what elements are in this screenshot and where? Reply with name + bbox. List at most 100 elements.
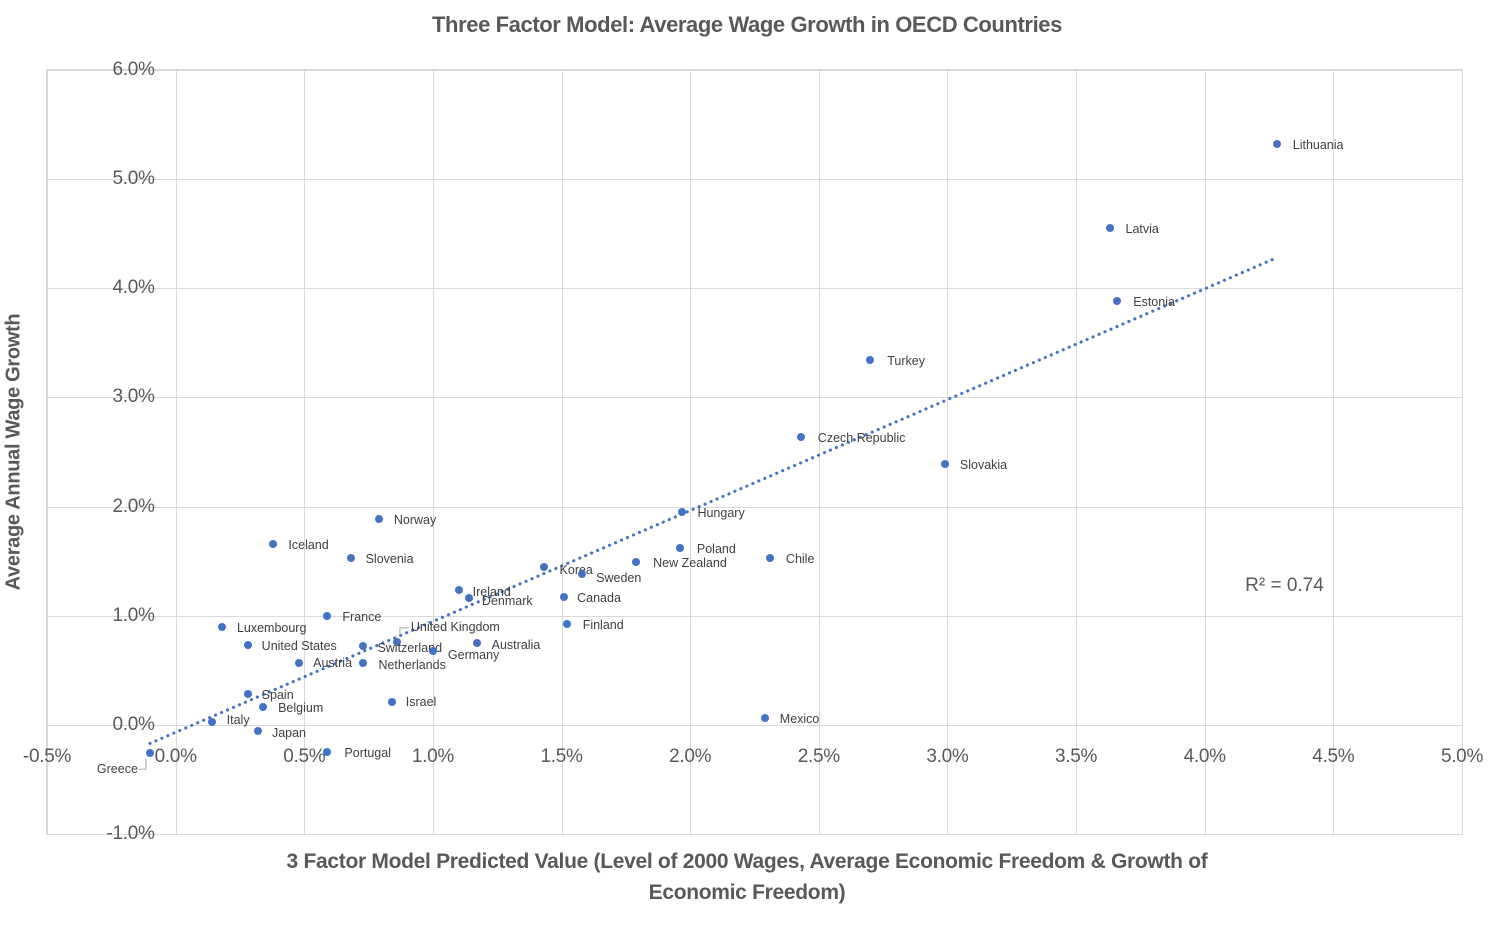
data-point-label: Greece	[96, 762, 138, 777]
horizontal-gridline	[47, 506, 1462, 508]
data-point-label: Spain	[261, 688, 294, 703]
data-point	[359, 642, 368, 651]
vertical-gridline	[1204, 70, 1206, 834]
data-point-label: Poland	[696, 542, 736, 557]
x-axis-tick-label: 4.5%	[1312, 745, 1355, 767]
x-axis-tick-label: 2.5%	[797, 745, 840, 767]
r-squared-annotation: R² = 0.74	[1245, 575, 1324, 597]
data-point	[454, 585, 463, 594]
vertical-gridline	[1333, 70, 1335, 834]
data-point-label: Latvia	[1125, 222, 1159, 237]
data-point-label: Finland	[582, 618, 624, 633]
data-point	[243, 690, 252, 699]
x-axis-title-line-2: Economic Freedom)	[648, 881, 846, 904]
data-point-label: Austria	[313, 655, 353, 670]
data-point	[295, 658, 304, 667]
data-point	[253, 727, 262, 736]
data-point-label: Ireland	[472, 584, 511, 599]
data-point-label: Germany	[447, 647, 500, 662]
data-point-label: Japan	[271, 726, 307, 741]
x-axis-title-line-1: 3 Factor Model Predicted Value (Level of…	[286, 850, 1208, 873]
data-point	[428, 646, 437, 655]
data-point	[866, 356, 875, 365]
data-point-label: France	[342, 609, 382, 624]
horizontal-gridline	[47, 179, 1462, 181]
y-axis-tick-label: 0.0%	[112, 713, 155, 735]
data-point	[678, 508, 687, 517]
data-point-label: Portugal	[344, 746, 391, 761]
data-point-label: Iceland	[288, 537, 329, 552]
data-point	[145, 749, 154, 758]
horizontal-gridline	[47, 615, 1462, 617]
y-axis-tick-label: 4.0%	[112, 277, 155, 299]
data-point-label: Turkey	[887, 354, 926, 369]
data-point	[374, 514, 383, 523]
data-point-label: Australia	[491, 638, 541, 652]
data-point	[243, 641, 252, 650]
x-axis-tick-label: -0.5%	[22, 745, 72, 767]
x-axis-tick-label: 0.5%	[283, 745, 326, 767]
data-point-label: United States	[261, 639, 337, 654]
data-point	[675, 544, 684, 553]
x-axis-tick-label: 4.0%	[1183, 745, 1226, 767]
chart-title: Three Factor Model: Average Wage Growth …	[432, 12, 1062, 37]
data-point	[323, 748, 332, 757]
data-point-label: Hungary	[697, 506, 745, 521]
data-point	[560, 593, 569, 602]
data-point-label: Chile	[785, 551, 815, 566]
data-point-label: Israel	[405, 694, 437, 709]
data-point	[632, 558, 641, 567]
data-point-label: Czech Republic	[817, 430, 906, 445]
data-point-label: Denmark	[481, 594, 533, 609]
x-axis-tick-label: 2.0%	[669, 745, 712, 767]
x-axis-tick-label: 1.5%	[540, 745, 583, 767]
y-axis-title: Average Annual Wage Growth	[2, 313, 25, 591]
vertical-gridline	[561, 70, 563, 834]
y-axis-tick-label: 6.0%	[112, 59, 155, 80]
data-point-label: Korea	[559, 562, 593, 577]
data-point	[359, 658, 368, 667]
x-axis-title: 3 Factor Model Predicted Value (Level of…	[0, 846, 1494, 908]
x-axis-tick-label: 1.0%	[411, 745, 454, 767]
horizontal-gridline	[47, 288, 1462, 290]
data-point-label: Netherlands	[378, 657, 446, 672]
vertical-gridline	[432, 70, 434, 834]
vertical-gridline	[175, 70, 177, 834]
data-point	[1272, 140, 1281, 149]
data-point-label: Slovenia	[365, 551, 414, 566]
data-point	[940, 460, 949, 468]
data-point-label: Mexico	[779, 712, 820, 727]
x-axis-tick-label: 5.0%	[1440, 745, 1484, 767]
vertical-gridline	[47, 70, 48, 834]
data-point	[346, 553, 355, 562]
data-point-label: Estonia	[1133, 295, 1175, 310]
data-point-label: Italy	[226, 712, 250, 727]
y-axis-tick-label: 2.0%	[112, 495, 155, 517]
data-point-label: United Kingdom	[410, 619, 500, 634]
data-point-label: Canada	[577, 591, 621, 606]
vertical-gridline	[690, 70, 692, 834]
y-axis-tick-label: -1.0%	[106, 823, 155, 844]
horizontal-gridline	[47, 397, 1462, 399]
data-point-label: Norway	[393, 512, 437, 527]
vertical-gridline	[947, 70, 949, 834]
vertical-gridline	[1462, 70, 1463, 834]
data-point	[323, 611, 332, 620]
data-point-label: Slovakia	[959, 458, 1008, 472]
data-point-label: Switzerland	[377, 641, 443, 656]
data-point	[207, 717, 216, 726]
vertical-gridline	[304, 70, 306, 834]
horizontal-gridline	[47, 724, 1462, 726]
data-point	[387, 697, 396, 706]
x-axis-tick-label: 0.0%	[154, 745, 197, 767]
y-axis-tick-label: 1.0%	[112, 604, 155, 626]
data-point	[1113, 297, 1122, 306]
data-point	[765, 553, 774, 562]
vertical-gridline	[1076, 70, 1078, 834]
y-axis-tick-label: 5.0%	[112, 168, 155, 190]
data-point-label: Belgium	[278, 701, 324, 716]
data-point-label: New Zealand	[653, 556, 727, 571]
data-point	[578, 570, 587, 579]
data-point-label: Lithuania	[1292, 138, 1344, 153]
